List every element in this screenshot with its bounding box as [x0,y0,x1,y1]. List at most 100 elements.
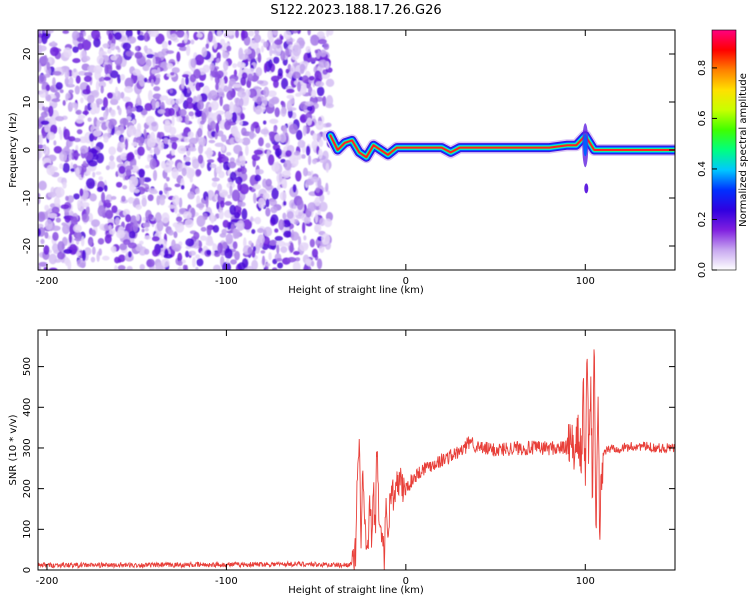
heatmap-y-tick-label: -10 [22,190,33,206]
ridge-spike-tail [584,183,589,194]
noise-speckle [117,74,121,84]
noise-speckle [187,87,191,94]
noise-speckle [243,237,247,248]
noise-speckle [67,259,72,270]
noise-speckle [72,46,79,53]
noise-speckle [133,188,140,193]
noise-speckle [261,255,266,266]
noise-speckle [84,151,94,161]
snr-x-tick-label: -200 [36,576,59,587]
noise-speckle [108,32,113,41]
noise-speckle [97,238,105,245]
snr-y-tick-label: 500 [22,357,33,376]
noise-speckle [237,138,244,144]
noise-speckle [220,78,225,90]
noise-speckle [157,67,161,74]
noise-speckle [181,167,187,177]
noise-speckle [265,142,271,149]
noise-speckle [274,235,283,242]
noise-speckle [295,129,303,141]
noise-speckle [301,75,309,84]
noise-speckle [258,197,266,209]
heatmap-noise-region [38,30,335,270]
noise-speckle [229,101,235,113]
noise-speckle [290,65,296,75]
noise-speckle [195,254,201,260]
noise-speckle [135,204,142,210]
noise-speckle [191,183,195,193]
noise-speckle [318,59,328,68]
ridge-spike-inner [583,134,588,157]
noise-speckle [196,195,201,206]
noise-speckle [68,89,74,94]
noise-speckle [270,119,278,124]
noise-speckle [127,242,137,249]
noise-speckle [294,208,304,220]
noise-speckle [193,68,201,79]
noise-speckle [229,171,237,181]
noise-speckle [63,249,73,254]
noise-speckle [251,259,259,270]
noise-speckle [217,242,223,254]
noise-speckle [46,61,51,71]
noise-speckle [282,219,291,228]
noise-speckle [177,260,183,266]
ridge-band-5 [329,134,675,159]
noise-speckle [38,196,41,205]
noise-speckle [206,225,212,236]
noise-speckle [281,170,291,178]
noise-speckle [253,192,257,204]
noise-speckle [206,159,215,163]
noise-speckle [194,54,205,66]
noise-speckle [268,239,278,246]
noise-speckle [135,105,144,113]
noise-speckle [101,191,106,203]
noise-speckle [103,111,108,121]
noise-speckle [38,193,41,198]
noise-speckle [134,51,143,59]
noise-speckle [271,50,276,54]
noise-speckle [169,33,178,41]
noise-speckle [73,224,82,233]
noise-speckle [253,183,262,190]
noise-speckle [100,85,104,94]
noise-speckle [176,216,183,222]
noise-speckle [119,243,128,251]
noise-speckle [138,75,146,87]
heatmap-x-tick-label: -100 [215,276,238,287]
noise-speckle [87,34,92,42]
noise-speckle [52,77,56,88]
noise-speckle [169,89,173,94]
noise-speckle [98,176,104,181]
noise-speckle [299,63,306,72]
noise-speckle [108,160,116,170]
noise-speckle [161,212,170,224]
noise-speckle [314,49,319,54]
noise-speckle [72,58,81,64]
noise-speckle [268,131,276,137]
noise-speckle [92,246,96,255]
noise-speckle [176,51,181,62]
noise-speckle [198,136,207,147]
noise-speckle [195,266,199,270]
noise-speckle [115,86,119,97]
noise-speckle [195,169,202,176]
noise-speckle [259,242,264,248]
noise-speckle [297,139,306,148]
noise-speckle [207,30,214,43]
noise-speckle [185,250,190,258]
noise-speckle [53,140,57,146]
noise-speckle [221,157,229,162]
noise-speckle [82,160,87,166]
noise-speckle [104,234,112,244]
noise-speckle [175,30,185,38]
noise-speckle [109,228,116,235]
noise-speckle [82,39,92,51]
noise-speckle [135,136,145,144]
noise-speckle [215,82,219,91]
noise-speckle [190,58,197,68]
noise-speckle [209,163,217,169]
noise-speckle [206,249,212,256]
noise-speckle [38,149,41,161]
